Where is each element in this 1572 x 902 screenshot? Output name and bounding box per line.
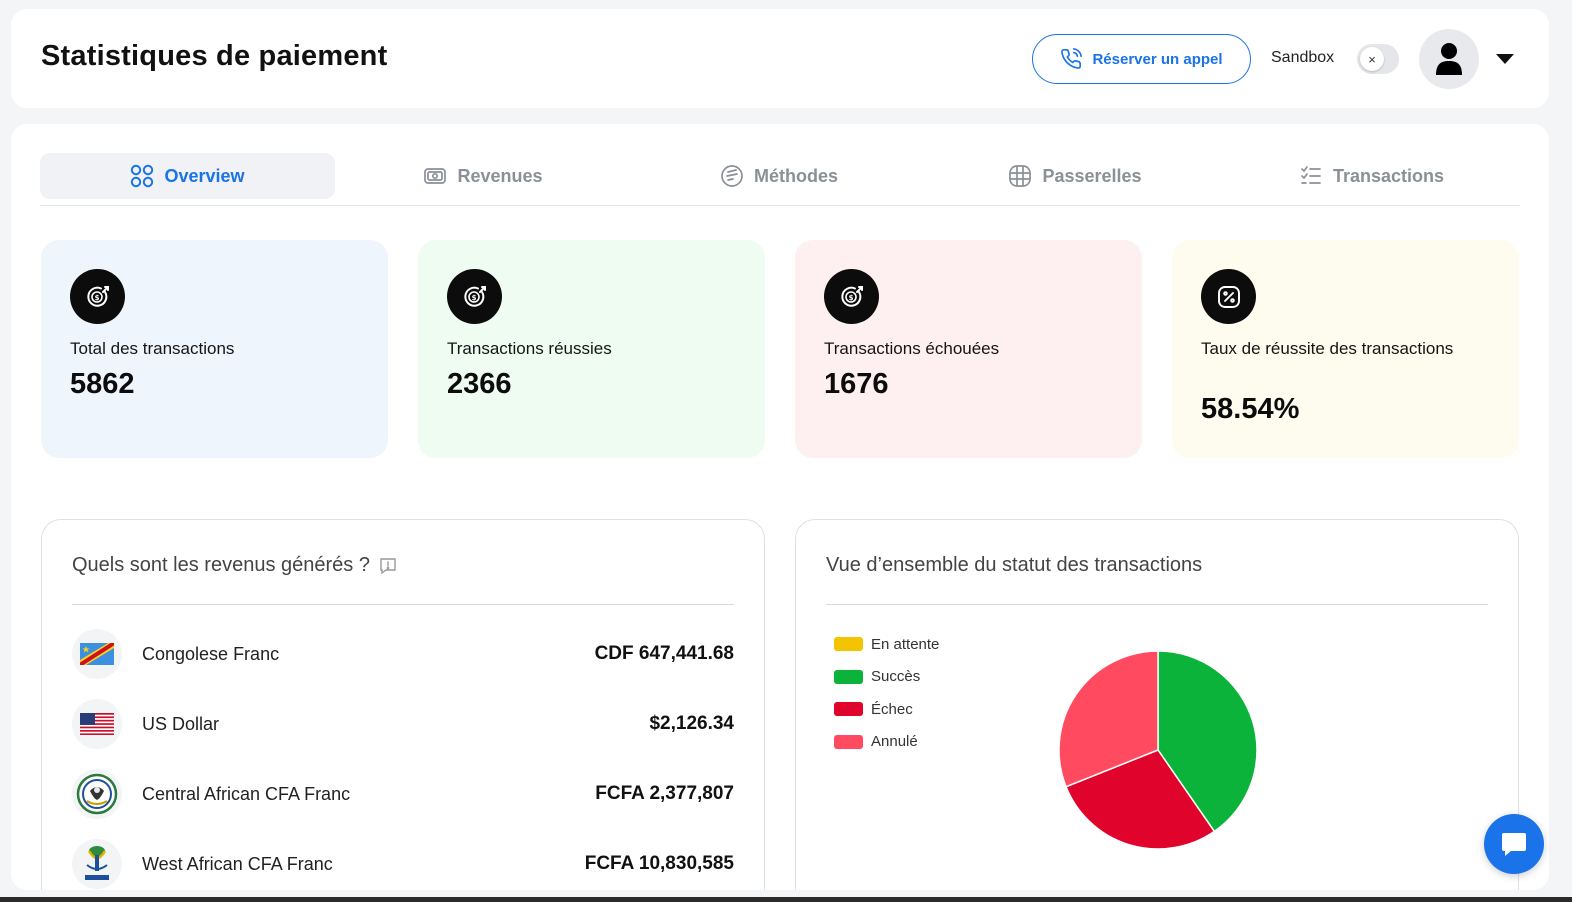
revenue-panel-title: Quels sont les revenus générés ?	[72, 554, 398, 577]
chat-button[interactable]	[1484, 814, 1544, 874]
stat-value: 5862	[70, 368, 135, 400]
currency-amount: CDF 647,441.68	[594, 643, 734, 664]
tab-transactions-label: Transactions	[1332, 165, 1445, 186]
tab-gateways[interactable]: Passerelles	[927, 153, 1223, 199]
currency-name: US Dollar	[142, 713, 220, 734]
svg-text:$: $	[471, 294, 476, 302]
stat-value: 2366	[447, 368, 512, 400]
status-panel: Vue d’ensemble du statut des transaction…	[795, 519, 1519, 890]
revenue-panel: Quels sont les revenus générés ? Congole…	[41, 519, 765, 890]
currency-amount: $2,126.34	[649, 713, 734, 734]
legend-swatch	[834, 734, 863, 749]
panel-divider	[72, 604, 734, 605]
currency-name: Congolese Franc	[142, 643, 280, 664]
stat-card-success: $ Transactions réussies 2366	[418, 240, 765, 458]
svg-text:$: $	[94, 294, 99, 302]
dollar-target-icon: $	[447, 269, 502, 324]
chat-bubble-icon	[1502, 833, 1526, 856]
stat-label: Transactions échouées	[824, 339, 1000, 358]
stat-value: 1676	[824, 368, 889, 400]
status-title-text: Vue d’ensemble du statut des transaction…	[826, 554, 1203, 576]
currency-amount: FCFA 2,377,807	[595, 783, 734, 804]
tab-overview[interactable]: Overview	[40, 153, 335, 199]
legend-item-cancelled[interactable]: Annulé	[834, 726, 939, 759]
chevron-down-icon[interactable]	[1495, 53, 1515, 65]
currency-name: Central African CFA Franc	[142, 783, 351, 804]
status-panel-title: Vue d’ensemble du statut des transaction…	[826, 554, 1202, 577]
stat-card-rate: Taux de réussite des transactions 58.54%	[1172, 240, 1519, 458]
drc-flag-icon	[72, 629, 122, 679]
us-flag-icon	[72, 699, 122, 749]
book-call-label: Réserver un appel	[1092, 50, 1223, 68]
user-icon	[1436, 43, 1462, 75]
panel-divider	[826, 604, 1488, 605]
sandbox-label: Sandbox	[1271, 49, 1335, 66]
tab-methods[interactable]: Méthodes	[631, 153, 927, 199]
pie-slice-cancelled[interactable]	[1058, 650, 1159, 788]
tab-overview-label: Overview	[164, 165, 245, 186]
uemoa-emblem-icon	[72, 839, 122, 889]
cemac-emblem-icon	[72, 769, 122, 819]
pie-slice-success[interactable]	[1157, 650, 1258, 833]
phone-icon	[1061, 48, 1083, 69]
list-item: Central African CFA Franc FCFA 2,377,807	[72, 766, 734, 822]
avatar[interactable]	[1419, 29, 1479, 89]
dollar-target-icon: $	[70, 269, 125, 324]
revenue-title-text: Quels sont les revenus générés ?	[72, 554, 370, 576]
legend-item-success[interactable]: Succès	[834, 661, 939, 694]
info-bubble-icon[interactable]	[378, 556, 398, 576]
stat-label: Total des transactions	[70, 339, 235, 358]
legend-label: En attente	[871, 635, 940, 653]
tab-transactions[interactable]: Transactions	[1223, 153, 1520, 199]
legend-swatch	[834, 669, 863, 684]
stat-label: Transactions réussies	[447, 339, 612, 358]
tab-gateways-label: Passerelles	[1042, 165, 1142, 186]
checklist-icon	[1301, 166, 1321, 184]
toggle-knob: ×	[1360, 47, 1384, 71]
globe-icon	[1009, 165, 1032, 187]
main-content: Overview Revenues Méthodes Passerelles T…	[11, 124, 1549, 890]
top-header: Statistiques de paiement Réserver un app…	[11, 9, 1549, 108]
stat-label: Taux de réussite des transactions	[1201, 339, 1454, 358]
pie-slice-failed[interactable]	[1065, 749, 1216, 850]
book-call-button[interactable]: Réserver un appel	[1032, 34, 1251, 84]
percent-icon	[1201, 269, 1256, 324]
taskbar-edge	[0, 897, 1572, 902]
legend-swatch	[834, 637, 863, 652]
legend-swatch	[834, 702, 863, 717]
stat-card-failed: $ Transactions échouées 1676	[795, 240, 1142, 458]
page-title: Statistiques de paiement	[41, 40, 388, 72]
stat-value: 58.54%	[1201, 393, 1300, 425]
list-item: Congolese Franc CDF 647,441.68	[72, 626, 734, 682]
legend-item-pending[interactable]: En attente	[834, 628, 939, 661]
grid-icon	[131, 164, 154, 188]
sandbox-toggle[interactable]: ×	[1357, 44, 1399, 74]
legend-item-failed[interactable]: Échec	[834, 693, 939, 726]
status-pie-chart	[1058, 650, 1258, 850]
card-icon	[721, 165, 743, 187]
currency-amount: FCFA 10,830,585	[584, 853, 734, 874]
currency-name: West African CFA Franc	[142, 853, 333, 874]
legend-label: Annulé	[871, 733, 918, 751]
legend-label: Échec	[871, 700, 913, 718]
tab-revenues-label: Revenues	[457, 165, 543, 186]
money-icon	[424, 168, 447, 184]
stat-card-total: $ Total des transactions 5862	[41, 240, 388, 458]
legend-label: Succès	[871, 668, 921, 686]
svg-text:$: $	[848, 294, 853, 302]
dollar-target-icon: $	[824, 269, 879, 324]
chart-legend: En attente Succès Échec Annulé	[834, 628, 939, 758]
tab-bar: Overview Revenues Méthodes Passerelles T…	[40, 153, 1520, 206]
tab-methods-label: Méthodes	[753, 165, 838, 186]
tab-revenues[interactable]: Revenues	[335, 153, 631, 199]
list-item: US Dollar $2,126.34	[72, 696, 734, 752]
list-item: West African CFA Franc FCFA 10,830,585	[72, 836, 734, 890]
